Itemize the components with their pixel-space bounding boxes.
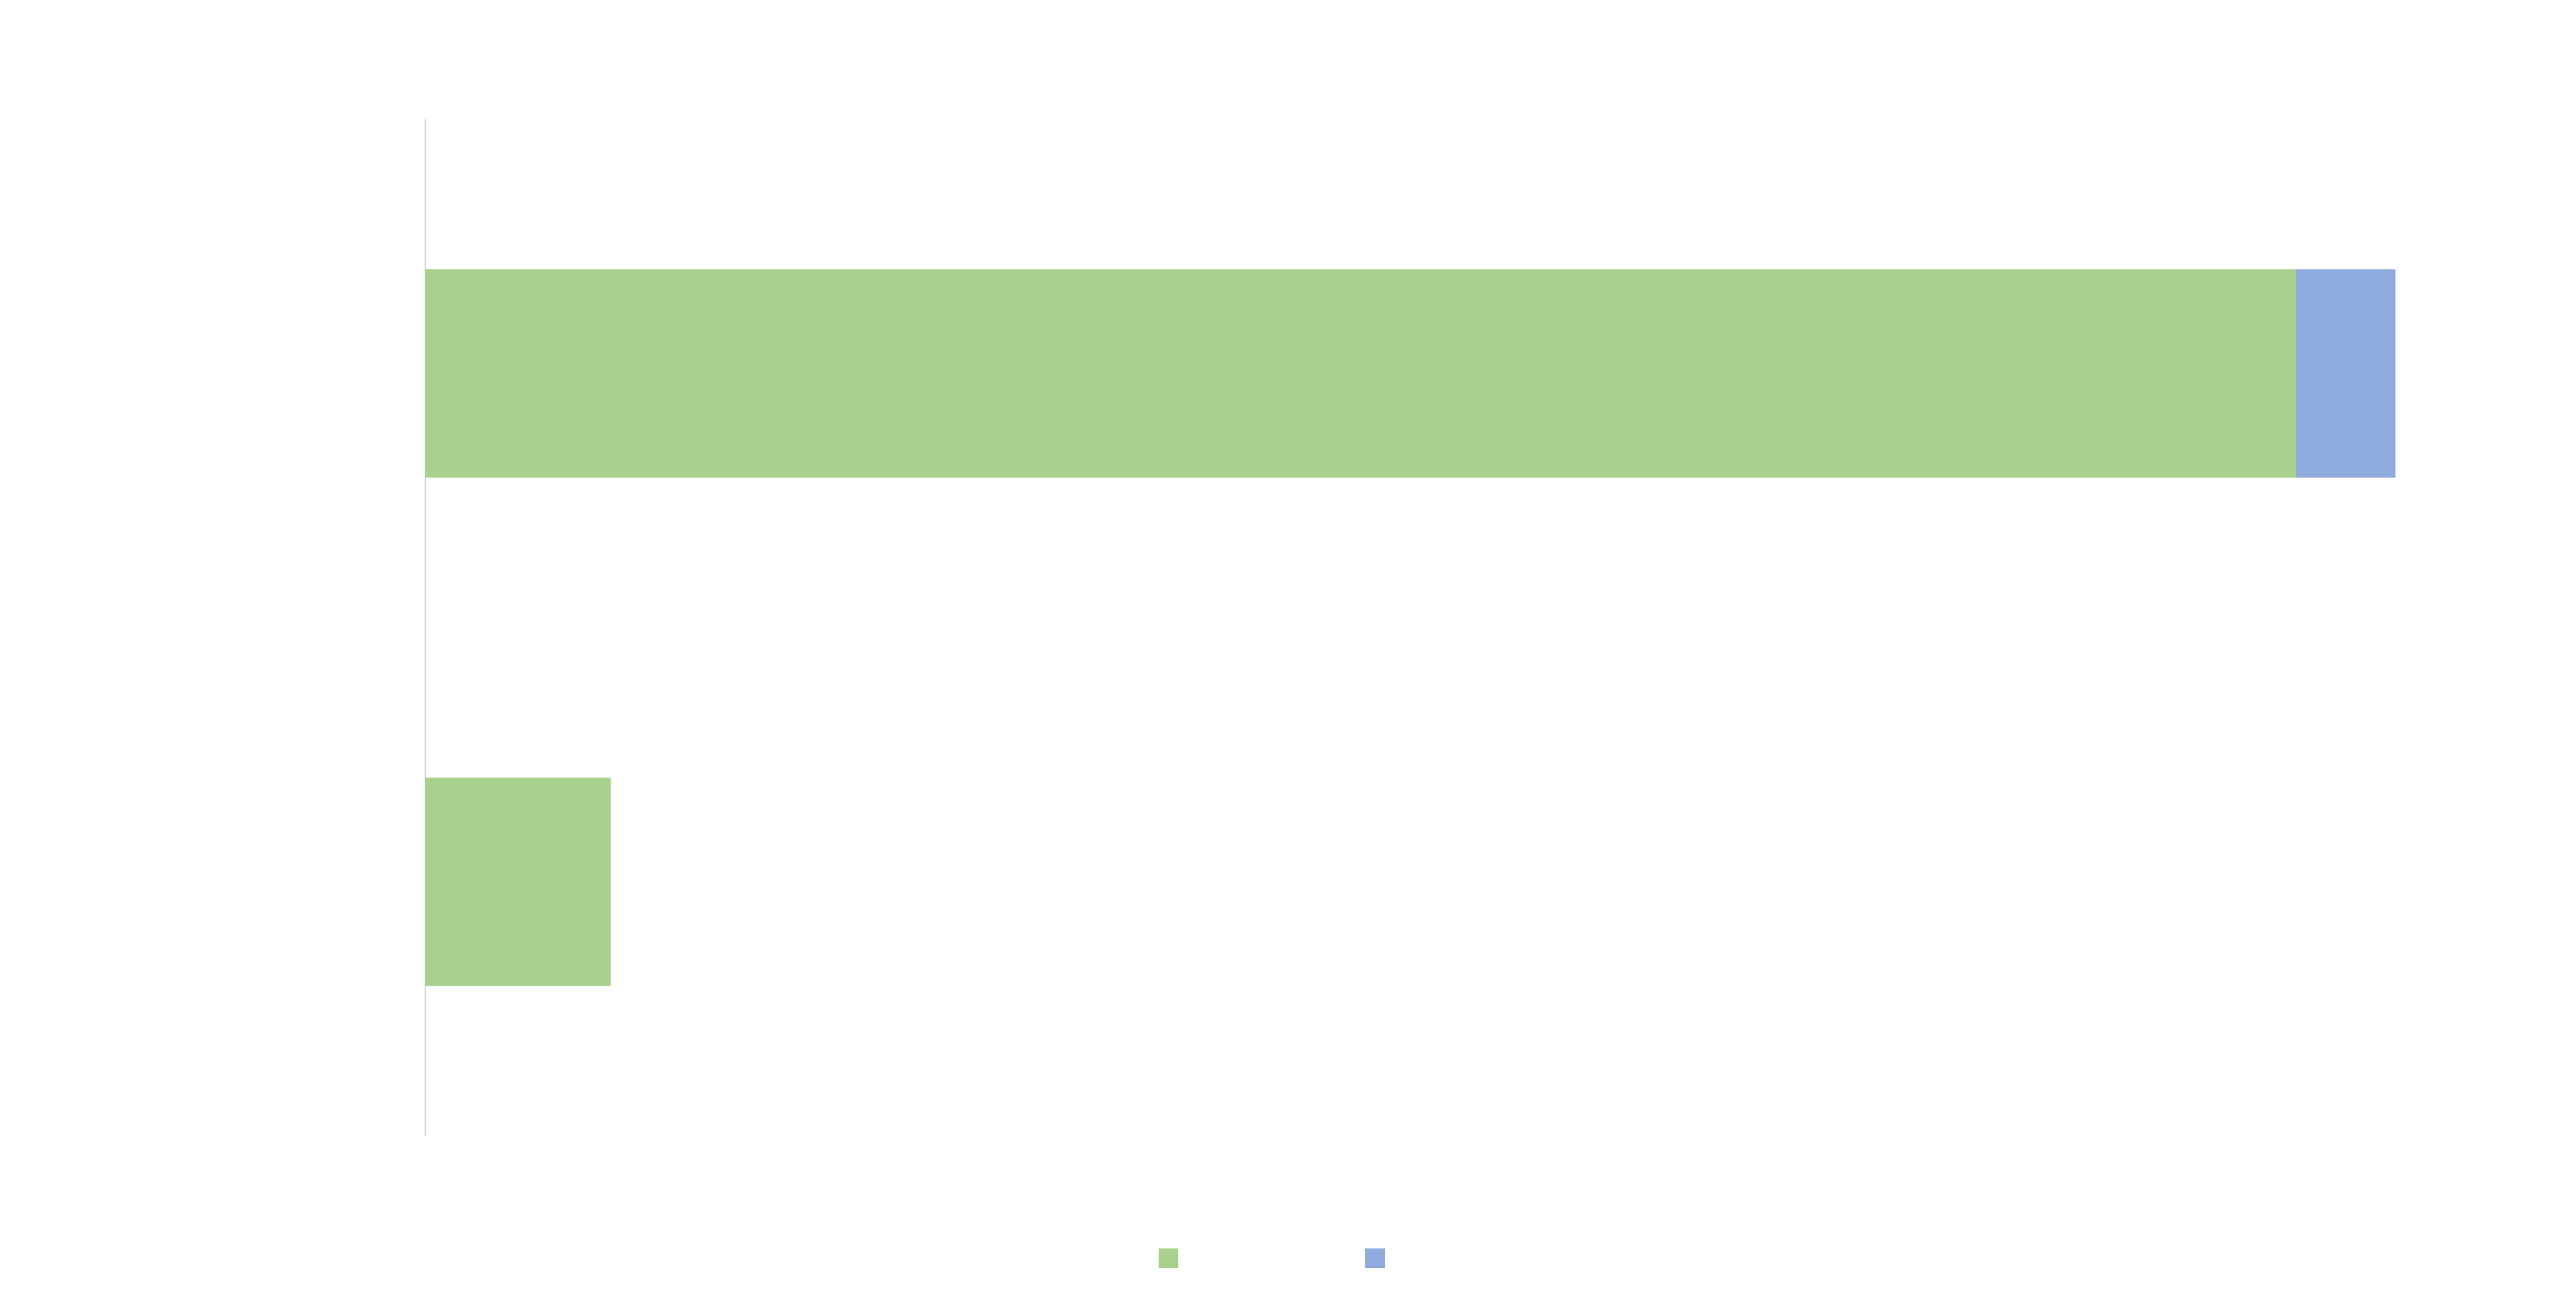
legend-swatch xyxy=(1159,1248,1178,1268)
bar-segment xyxy=(425,777,611,986)
legend-swatch xyxy=(1365,1248,1385,1268)
bar-segment xyxy=(425,269,2296,478)
bar-segment xyxy=(2296,269,2396,478)
